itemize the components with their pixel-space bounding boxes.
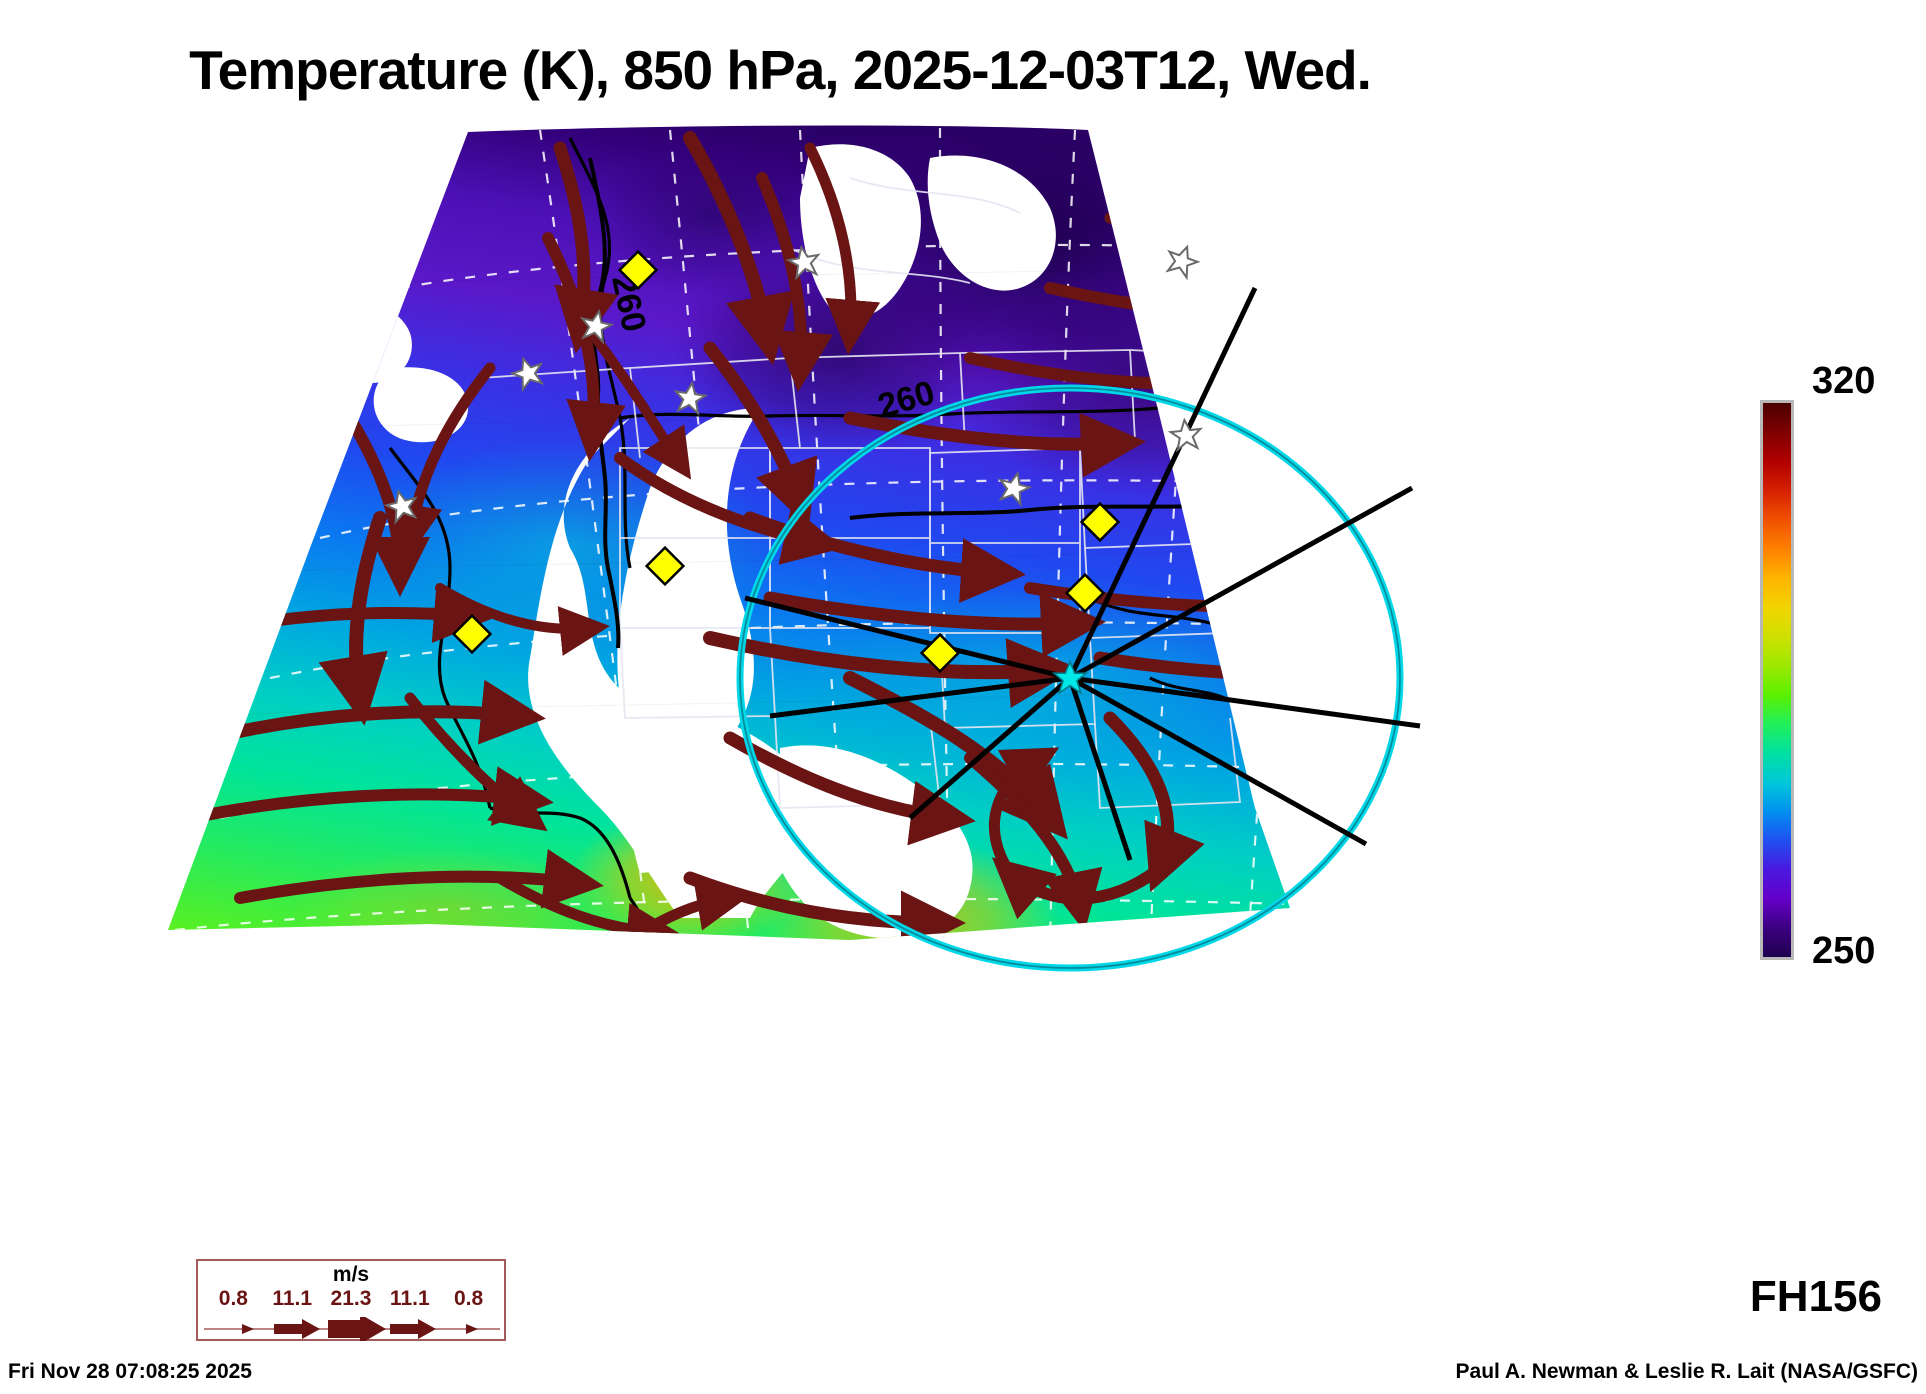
station-star	[579, 308, 615, 345]
site-marker-diamond	[1064, 572, 1106, 614]
site-marker-diamond-group[interactable]	[451, 249, 1121, 674]
wind-legend-values: 0.8 11.1 21.3 11.1 0.8	[204, 1287, 498, 1311]
station-star-group	[383, 244, 1204, 525]
station-star	[673, 380, 709, 416]
station-star	[383, 488, 418, 525]
colorbar-gradient	[1763, 403, 1791, 957]
wind-legend-value-4: 0.8	[453, 1287, 484, 1310]
station-star	[1167, 417, 1204, 453]
flight-track-lines	[744, 286, 1421, 861]
colorbar-bar	[1760, 400, 1794, 960]
wind-speed-legend: m/s 0.8 11.1 21.3 11.1 0.8	[196, 1259, 506, 1341]
wind-legend-value-1: 11.1	[272, 1287, 313, 1310]
station-star	[1165, 244, 1201, 281]
station-star	[509, 356, 545, 393]
site-marker-diamond	[644, 545, 686, 587]
site-marker-diamond	[617, 249, 659, 291]
station-star	[785, 244, 821, 281]
wind-legend-value-0: 0.8	[218, 1287, 248, 1310]
ring-center-star[interactable]	[1051, 659, 1089, 695]
wind-legend-value-3: 11.1	[389, 1287, 430, 1310]
wind-legend-arrows	[204, 1317, 500, 1341]
station-star	[998, 470, 1033, 507]
map-plot-area[interactable]: 260 260	[150, 118, 1570, 1198]
site-marker-diamond	[919, 632, 961, 674]
colorbar-max-label: 320	[1812, 360, 1876, 402]
site-marker-diamond	[451, 613, 493, 655]
page-title: Temperature (K), 850 hPa, 2025-12-03T12,…	[189, 39, 1372, 101]
site-marker-diamond	[1079, 501, 1121, 543]
wind-legend-value-2: 21.3	[330, 1287, 372, 1310]
credit-line: Paul A. Newman & Leslie R. Lait (NASA/GS…	[1455, 1360, 1918, 1383]
forecast-hour-label: FH156	[1749, 1272, 1882, 1321]
range-ring-outline	[739, 387, 1401, 969]
wind-legend-unit-label: m/s	[332, 1263, 370, 1286]
generated-timestamp: Fri Nov 28 07:08:25 2025	[8, 1360, 252, 1383]
colorbar: 320 250	[1760, 360, 1920, 972]
colorbar-min-label: 250	[1812, 930, 1876, 972]
